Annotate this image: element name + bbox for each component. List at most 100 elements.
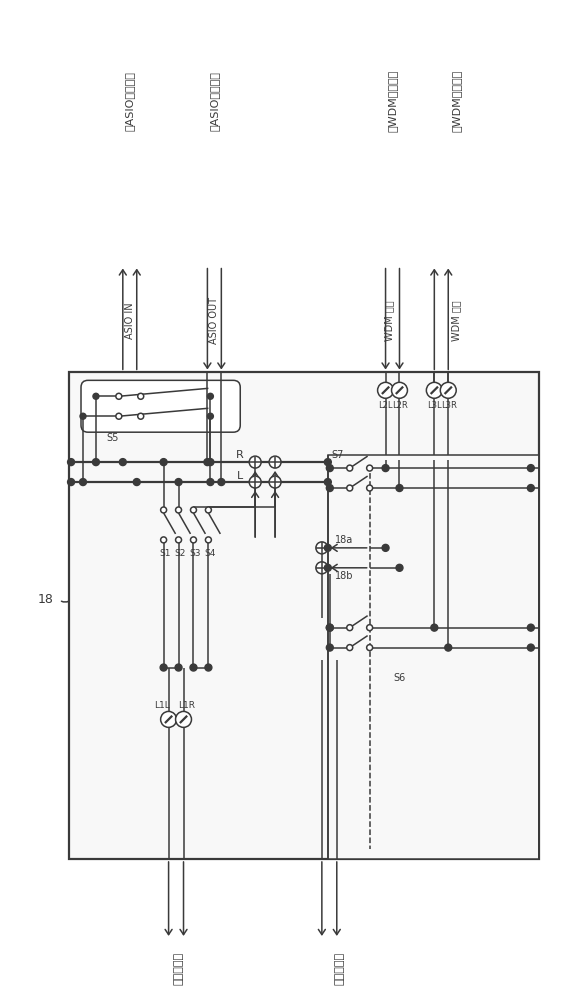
Text: ASIO IN: ASIO IN bbox=[125, 302, 135, 339]
Text: 从ASIO应用程序: 从ASIO应用程序 bbox=[210, 71, 220, 131]
Circle shape bbox=[426, 382, 442, 398]
Circle shape bbox=[93, 393, 99, 399]
Circle shape bbox=[367, 645, 373, 651]
Circle shape bbox=[160, 459, 167, 466]
Text: S5: S5 bbox=[107, 433, 119, 443]
Circle shape bbox=[326, 465, 333, 472]
Text: 往ASIO应用程序: 往ASIO应用程序 bbox=[125, 71, 135, 131]
Circle shape bbox=[326, 624, 333, 631]
Circle shape bbox=[367, 625, 373, 631]
Circle shape bbox=[161, 711, 176, 727]
Circle shape bbox=[206, 507, 211, 513]
Circle shape bbox=[207, 393, 213, 399]
Text: R: R bbox=[237, 450, 244, 460]
Text: L3R: L3R bbox=[442, 401, 457, 410]
Circle shape bbox=[175, 664, 182, 671]
Circle shape bbox=[138, 413, 144, 419]
Text: L2L: L2L bbox=[378, 401, 393, 410]
Circle shape bbox=[204, 459, 211, 466]
Circle shape bbox=[119, 459, 126, 466]
Text: 往音频接口: 往音频接口 bbox=[335, 952, 345, 985]
Circle shape bbox=[218, 479, 225, 486]
Circle shape bbox=[176, 507, 182, 513]
Circle shape bbox=[79, 479, 86, 486]
Circle shape bbox=[527, 465, 534, 472]
Circle shape bbox=[207, 479, 214, 486]
Text: 18b: 18b bbox=[335, 571, 353, 581]
Circle shape bbox=[431, 624, 438, 631]
Circle shape bbox=[324, 544, 331, 551]
Circle shape bbox=[68, 479, 75, 486]
Circle shape bbox=[205, 664, 212, 671]
Circle shape bbox=[527, 644, 534, 651]
Circle shape bbox=[176, 711, 192, 727]
Circle shape bbox=[367, 465, 373, 471]
Circle shape bbox=[378, 382, 394, 398]
Circle shape bbox=[316, 562, 328, 574]
Circle shape bbox=[326, 644, 333, 651]
Text: S3: S3 bbox=[190, 549, 201, 558]
Circle shape bbox=[80, 413, 86, 419]
Circle shape bbox=[249, 456, 261, 468]
Circle shape bbox=[138, 393, 144, 399]
Circle shape bbox=[190, 507, 196, 513]
Circle shape bbox=[175, 479, 182, 486]
Text: L2R: L2R bbox=[392, 401, 408, 410]
Circle shape bbox=[324, 564, 331, 571]
Circle shape bbox=[207, 413, 213, 419]
Circle shape bbox=[326, 624, 333, 631]
Circle shape bbox=[160, 664, 167, 671]
Circle shape bbox=[161, 507, 166, 513]
Text: ASIO OUT: ASIO OUT bbox=[210, 297, 220, 344]
Circle shape bbox=[527, 485, 534, 492]
Circle shape bbox=[367, 485, 373, 491]
Circle shape bbox=[527, 624, 534, 631]
Circle shape bbox=[347, 465, 353, 471]
Circle shape bbox=[382, 465, 389, 472]
Circle shape bbox=[116, 413, 122, 419]
Text: S2: S2 bbox=[175, 549, 186, 558]
Text: 18: 18 bbox=[37, 593, 53, 606]
Circle shape bbox=[176, 537, 182, 543]
Text: S1: S1 bbox=[160, 549, 171, 558]
Circle shape bbox=[269, 456, 281, 468]
Circle shape bbox=[269, 476, 281, 488]
Circle shape bbox=[206, 537, 211, 543]
Text: L: L bbox=[237, 471, 244, 481]
Circle shape bbox=[190, 664, 197, 671]
Circle shape bbox=[161, 537, 166, 543]
Circle shape bbox=[133, 479, 140, 486]
Text: WDM 录音: WDM 录音 bbox=[451, 300, 461, 341]
Circle shape bbox=[396, 564, 403, 571]
Circle shape bbox=[382, 544, 389, 551]
Circle shape bbox=[190, 537, 196, 543]
Text: 从音频接口: 从音频接口 bbox=[173, 952, 183, 985]
Circle shape bbox=[396, 485, 403, 492]
Circle shape bbox=[440, 382, 456, 398]
Bar bbox=[69, 372, 539, 859]
FancyBboxPatch shape bbox=[81, 380, 240, 432]
Text: S7: S7 bbox=[332, 450, 344, 460]
Circle shape bbox=[445, 644, 452, 651]
Circle shape bbox=[391, 382, 408, 398]
Circle shape bbox=[324, 459, 331, 466]
Bar bbox=[328, 455, 539, 859]
Circle shape bbox=[326, 485, 333, 492]
Circle shape bbox=[347, 485, 353, 491]
Text: L1L: L1L bbox=[154, 701, 169, 710]
Circle shape bbox=[249, 476, 261, 488]
Circle shape bbox=[324, 479, 331, 486]
Circle shape bbox=[207, 459, 214, 466]
Circle shape bbox=[347, 645, 353, 651]
Circle shape bbox=[347, 625, 353, 631]
Text: L3L: L3L bbox=[427, 401, 442, 410]
Text: 从WDM应用程序: 从WDM应用程序 bbox=[388, 70, 398, 132]
Circle shape bbox=[92, 459, 99, 466]
Text: S4: S4 bbox=[205, 549, 216, 558]
Text: 18a: 18a bbox=[335, 535, 353, 545]
Circle shape bbox=[68, 459, 75, 466]
Circle shape bbox=[316, 542, 328, 554]
Text: L1R: L1R bbox=[178, 701, 195, 710]
Text: S6: S6 bbox=[394, 673, 406, 683]
Circle shape bbox=[116, 393, 122, 399]
